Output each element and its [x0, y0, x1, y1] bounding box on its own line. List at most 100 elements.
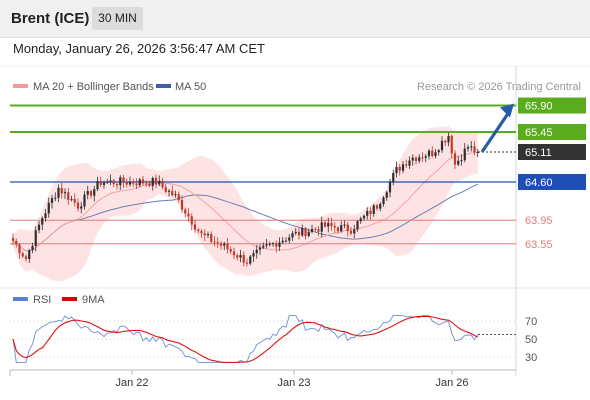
candle-body — [317, 229, 320, 232]
candle-body — [193, 224, 197, 230]
candle-body — [288, 237, 291, 241]
candle-body — [327, 222, 330, 227]
candle-body — [330, 222, 333, 227]
candle-body — [50, 198, 54, 203]
candle-body — [86, 191, 89, 195]
candle-body — [411, 157, 414, 161]
forecast-arrow-shaft — [480, 112, 510, 153]
candle-body — [148, 183, 151, 186]
candle-body — [336, 227, 340, 232]
x-tick-label: Jan 23 — [277, 377, 310, 389]
candle-body — [203, 233, 206, 236]
price-label-box-65-45 — [518, 124, 586, 140]
candle-body — [180, 200, 184, 210]
candle-body — [197, 229, 200, 231]
ma9-legend-label: 9MA — [82, 294, 105, 306]
candle-body — [401, 164, 405, 171]
candle-body — [424, 156, 427, 158]
axis-layer: 65.90 65.45 65.11 64.60 63.95 63.55 70 50 30 Jan … — [115, 97, 586, 389]
candle-body — [154, 177, 158, 185]
candle-body — [184, 209, 187, 214]
candle-body — [24, 256, 28, 260]
candle-body — [382, 197, 385, 205]
candle-body — [252, 253, 255, 257]
candle-body — [408, 160, 411, 166]
candle-body — [473, 146, 476, 153]
rsi-legend-label: RSI — [33, 294, 51, 306]
candle-body — [320, 222, 323, 232]
candle-body — [349, 230, 353, 234]
candle-body — [444, 140, 447, 143]
candle-body — [106, 181, 109, 183]
candle-body — [323, 222, 327, 227]
ma20-legend-label: MA 20 + Bollinger Bands — [33, 81, 154, 93]
candle-body — [15, 240, 18, 245]
candle-body — [239, 254, 242, 258]
ma20-line — [12, 151, 478, 252]
rsi-layer — [10, 315, 516, 363]
candle-body — [21, 253, 24, 257]
candle-body — [47, 202, 50, 214]
ma50-legend-label: MA 50 — [175, 81, 206, 93]
candle-body — [83, 194, 86, 207]
candle-body — [278, 242, 281, 247]
price-label-63-95: 63.95 — [525, 215, 553, 227]
candle-body — [356, 221, 359, 230]
candle-body — [89, 191, 93, 196]
price-label-65-90: 65.90 — [525, 101, 553, 113]
candle-body — [102, 182, 106, 185]
timestamp: Monday, January 26, 2026 3:56:47 AM CET — [13, 41, 265, 56]
candle-body — [229, 249, 232, 252]
candle-body — [31, 245, 34, 251]
candle-body — [44, 213, 47, 219]
candle-body — [476, 152, 479, 153]
candle-body — [343, 224, 346, 226]
candle-body — [405, 164, 408, 166]
candle-body — [297, 231, 301, 236]
candle-body — [255, 249, 258, 254]
candle-body — [76, 202, 80, 209]
candle-body — [333, 226, 336, 228]
candle-body — [242, 254, 245, 263]
candle-body — [395, 167, 398, 174]
candle-body — [54, 197, 57, 199]
credit-label: Research © 2026 Trading Central — [417, 81, 581, 93]
candle-body — [96, 181, 99, 190]
candle-body — [132, 181, 135, 184]
candle-body — [57, 187, 60, 198]
rsi-legend-swatch — [13, 297, 28, 301]
timeframe-button[interactable]: 30 MIN — [92, 7, 143, 30]
candle-body — [158, 180, 161, 185]
candle-body — [125, 182, 128, 185]
candle-body — [314, 228, 317, 230]
x-tick-label: Jan 22 — [115, 377, 148, 389]
candle-body — [164, 187, 167, 192]
candle-body — [249, 256, 252, 264]
candle-body — [258, 247, 262, 250]
candle-body — [392, 173, 395, 182]
candle-body — [359, 218, 362, 222]
candle-body — [310, 228, 314, 232]
candle-body — [219, 243, 223, 246]
ma20-legend-swatch — [13, 84, 28, 88]
candle-body — [67, 192, 70, 200]
candle-body — [463, 148, 466, 161]
candle-body — [369, 210, 372, 214]
candle-body — [284, 240, 288, 242]
candle-body — [291, 233, 294, 238]
candle-body — [115, 184, 119, 186]
candle-body — [135, 183, 138, 186]
candle-body — [440, 140, 444, 151]
candle-body — [294, 231, 297, 234]
price-layer — [10, 103, 516, 282]
candle-body — [28, 250, 31, 260]
candle-body — [275, 243, 278, 247]
candle-body — [362, 215, 366, 219]
candle-body — [232, 251, 236, 256]
candle-body — [190, 216, 193, 225]
candle-body — [346, 224, 349, 231]
header-bar: Brent (ICE) 30 MIN — [0, 0, 590, 38]
candle-body — [174, 194, 177, 196]
candle-body — [216, 242, 219, 244]
